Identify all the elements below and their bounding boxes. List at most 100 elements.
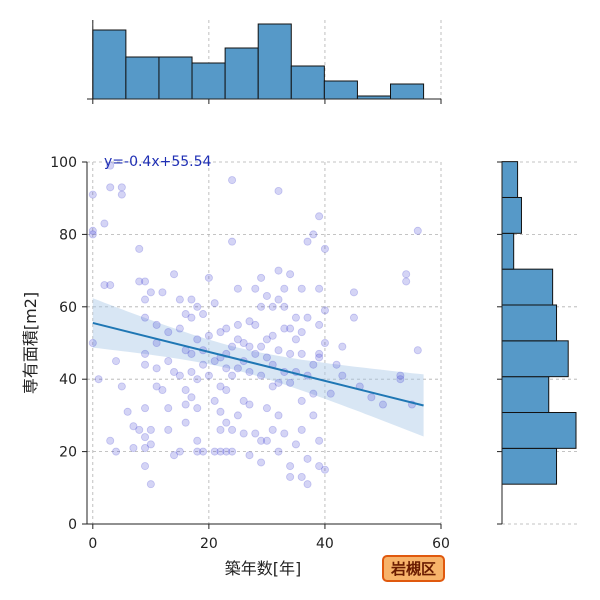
data-point [181, 386, 190, 395]
data-point [257, 273, 266, 282]
x-hist-bar [158, 56, 193, 100]
data-point [175, 447, 184, 456]
data-point [210, 357, 219, 366]
data-point [396, 371, 405, 380]
data-point [332, 360, 341, 369]
data-point [146, 425, 155, 434]
data-point [135, 244, 144, 253]
data-point [222, 447, 231, 456]
data-point [315, 462, 324, 471]
area-badge-label: 岩槻区 [390, 560, 436, 578]
data-point [164, 404, 173, 413]
data-point [239, 338, 248, 347]
data-point [94, 375, 103, 384]
data-point [262, 436, 271, 445]
data-point [326, 389, 335, 398]
x-hist-bar [224, 47, 259, 100]
data-point [228, 342, 237, 351]
data-point [268, 331, 277, 340]
data-point [239, 396, 248, 405]
data-point [320, 465, 329, 474]
data-point [274, 186, 283, 195]
data-point [152, 382, 161, 391]
data-point [88, 190, 97, 199]
data-point [152, 320, 161, 329]
data-point [367, 393, 376, 402]
data-point [251, 320, 260, 329]
data-point [164, 328, 173, 337]
data-point [320, 306, 329, 315]
data-point [141, 433, 150, 442]
data-point [135, 277, 144, 286]
data-point [88, 226, 97, 235]
x-hist-bar [290, 65, 325, 100]
data-point [100, 219, 109, 228]
data-point [187, 313, 196, 322]
data-point [239, 429, 248, 438]
data-point [193, 375, 202, 384]
data-point [315, 349, 324, 358]
data-point [199, 360, 208, 369]
data-point [222, 386, 231, 395]
data-point [88, 338, 97, 347]
data-point [245, 400, 254, 409]
y-hist-bar [501, 447, 558, 485]
data-point [245, 451, 254, 460]
data-point [129, 422, 138, 431]
data-point [216, 328, 225, 337]
data-point [233, 284, 242, 293]
data-point [141, 404, 150, 413]
data-point [181, 310, 190, 319]
data-point [106, 161, 115, 170]
data-point [216, 382, 225, 391]
data-point [297, 425, 306, 434]
data-point [222, 364, 231, 373]
confidence-band [92, 298, 424, 437]
x-hist-bar [125, 56, 160, 100]
data-point [262, 404, 271, 413]
data-point [315, 320, 324, 329]
data-point [152, 364, 161, 373]
data-point [210, 396, 219, 405]
y-hist-bar [501, 340, 569, 378]
data-point [187, 367, 196, 376]
data-point [320, 338, 329, 347]
data-point [146, 480, 155, 489]
data-point [245, 367, 254, 376]
data-point [141, 462, 150, 471]
x-tick-label: 40 [316, 536, 334, 552]
data-point [315, 212, 324, 221]
data-point [286, 378, 295, 387]
data-point [233, 364, 242, 373]
data-point [123, 407, 132, 416]
data-point [286, 472, 295, 481]
data-point [141, 277, 150, 286]
data-point [233, 335, 242, 344]
data-point [268, 302, 277, 311]
data-point [413, 226, 422, 235]
data-point [170, 367, 179, 376]
data-point [88, 230, 97, 239]
x-tick-label: 0 [88, 536, 97, 552]
data-point [117, 190, 126, 199]
data-point [315, 436, 324, 445]
data-point [257, 302, 266, 311]
data-point [251, 349, 260, 358]
data-point [228, 425, 237, 434]
data-point [297, 472, 306, 481]
area-badge-box [382, 555, 445, 582]
x-axis-title: 築年数[年] [225, 559, 302, 578]
data-point [309, 411, 318, 420]
data-point [274, 411, 283, 420]
data-point [106, 281, 115, 290]
y-hist-bar [501, 268, 554, 306]
data-point [291, 335, 300, 344]
data-point [280, 429, 289, 438]
data-point [141, 313, 150, 322]
data-point [141, 295, 150, 304]
data-point [204, 331, 213, 340]
data-point [274, 346, 283, 355]
data-point [257, 342, 266, 351]
data-point [286, 462, 295, 471]
